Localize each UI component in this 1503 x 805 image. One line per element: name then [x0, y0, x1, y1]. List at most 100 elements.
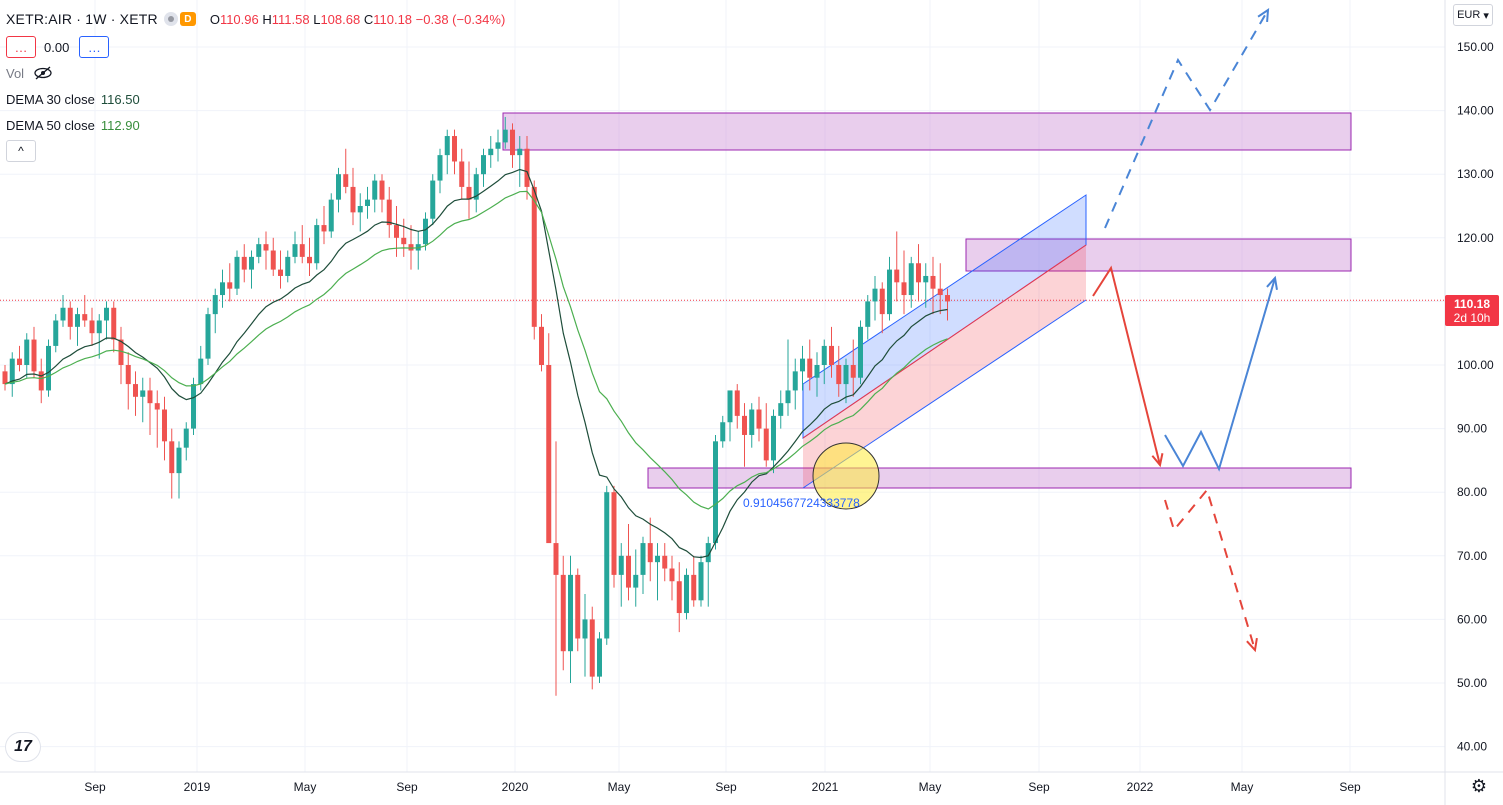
- candle-body: [386, 199, 392, 226]
- candle-body: [473, 174, 479, 200]
- highlight-circle: [812, 442, 880, 510]
- blue-dashed-arrow-head: [1257, 8, 1270, 23]
- blue-arrow-up: [1164, 277, 1276, 472]
- dema30-line: [4, 168, 948, 559]
- candle-body: [705, 543, 711, 563]
- candle-body: [640, 543, 646, 575]
- candle-body: [749, 409, 755, 435]
- candle-body: [183, 428, 189, 448]
- currency-select[interactable]: EUR ▾: [1453, 4, 1493, 26]
- red-arrow-down-head: [1151, 453, 1164, 468]
- x-tick-label: 2021: [812, 780, 839, 794]
- candle-body: [452, 136, 457, 162]
- ohlc-values: O110.96 H111.58 L108.68 C110.18 −0.38 (−…: [209, 11, 506, 27]
- candle-body: [800, 358, 805, 372]
- x-tick-label: Sep: [1339, 780, 1361, 794]
- candle-body: [734, 390, 740, 416]
- candle-body: [488, 148, 494, 156]
- candle-body: [46, 345, 51, 391]
- x-tick-label: May: [919, 780, 942, 794]
- y-tick-label: 60.00: [1457, 612, 1487, 626]
- gear-icon[interactable]: ⚙: [1470, 776, 1487, 796]
- candle-body: [423, 218, 428, 245]
- candle-body: [263, 244, 269, 251]
- data-delay-badge[interactable]: D: [179, 12, 196, 26]
- volume-label[interactable]: Vol: [6, 65, 25, 81]
- candle-body: [307, 256, 312, 264]
- candle-body: [865, 301, 871, 327]
- candle-body: [154, 403, 160, 410]
- candle-body: [836, 365, 842, 385]
- candle-body: [669, 568, 675, 582]
- candle-body: [459, 161, 465, 187]
- x-tick-label: May: [608, 780, 631, 794]
- candle-body: [350, 186, 356, 213]
- bid-button[interactable]: …: [6, 36, 36, 58]
- candle-body: [633, 574, 639, 588]
- candle-body: [125, 365, 131, 385]
- market-status-icon[interactable]: [163, 12, 178, 26]
- candle-body: [466, 186, 472, 200]
- candle-body: [169, 441, 175, 474]
- candle-body: [720, 422, 726, 442]
- candle-body: [901, 282, 907, 296]
- dema50-value: 112.90: [100, 117, 140, 133]
- annotation-text: 0.9104567724333778: [743, 496, 860, 510]
- candle-body: [212, 295, 218, 315]
- symbol-label[interactable]: XETR:AIR · 1W · XETR: [6, 11, 158, 27]
- dema50-line: [4, 190, 948, 510]
- candle-body: [379, 180, 385, 200]
- candle-body: [430, 180, 436, 219]
- candle-body: [575, 574, 581, 639]
- candle-body: [9, 358, 15, 385]
- candle-body: [531, 186, 537, 327]
- dema50-label[interactable]: DEMA 50 close: [6, 117, 95, 133]
- candle-body: [256, 244, 262, 257]
- candle-body: [742, 415, 747, 435]
- y-tick-label: 40.00: [1457, 740, 1487, 754]
- candle-body: [394, 225, 399, 238]
- candle-body: [546, 365, 552, 544]
- candle-body: [858, 326, 863, 378]
- candle-body: [249, 256, 254, 270]
- channel-mid-line: [802, 244, 1087, 439]
- candle-body: [401, 237, 407, 245]
- candle-body: [140, 390, 146, 397]
- candle-body: [24, 339, 30, 365]
- candle-body: [444, 136, 450, 156]
- candle-body: [568, 574, 573, 652]
- candle-body: [321, 225, 327, 232]
- y-tick-label: 90.00: [1457, 422, 1487, 436]
- ask-button[interactable]: …: [79, 36, 110, 58]
- tradingview-logo[interactable]: 17: [6, 733, 40, 761]
- candle-body: [278, 269, 283, 276]
- x-tick-label: 2020: [502, 780, 529, 794]
- candle-body: [234, 256, 240, 289]
- y-tick-label: 80.00: [1457, 485, 1487, 499]
- x-tick-label: May: [294, 780, 317, 794]
- blue-arrow-up-head: [1266, 275, 1278, 291]
- candle-body: [647, 543, 653, 563]
- candle-body: [524, 148, 530, 187]
- candle-body: [408, 244, 414, 251]
- candle-body: [104, 307, 109, 321]
- candle-body: [437, 155, 443, 181]
- candle-body: [763, 428, 769, 461]
- candle-body: [53, 320, 59, 346]
- candle-body: [843, 365, 849, 385]
- candle-body: [343, 174, 349, 187]
- candle-body: [894, 269, 900, 283]
- candle-body: [292, 244, 298, 257]
- spread-value: 0.00: [44, 39, 70, 55]
- eye-crossed-icon[interactable]: [32, 65, 54, 81]
- collapse-legend-button[interactable]: ^: [6, 140, 36, 162]
- candle-body: [2, 371, 8, 385]
- candle-body: [227, 282, 233, 289]
- candle-body: [17, 358, 22, 365]
- y-tick-label: 150.00: [1457, 40, 1494, 54]
- candle-body: [205, 314, 211, 359]
- candle-body: [829, 345, 834, 365]
- dema30-label[interactable]: DEMA 30 close: [6, 91, 95, 107]
- y-tick-label: 50.00: [1457, 676, 1487, 690]
